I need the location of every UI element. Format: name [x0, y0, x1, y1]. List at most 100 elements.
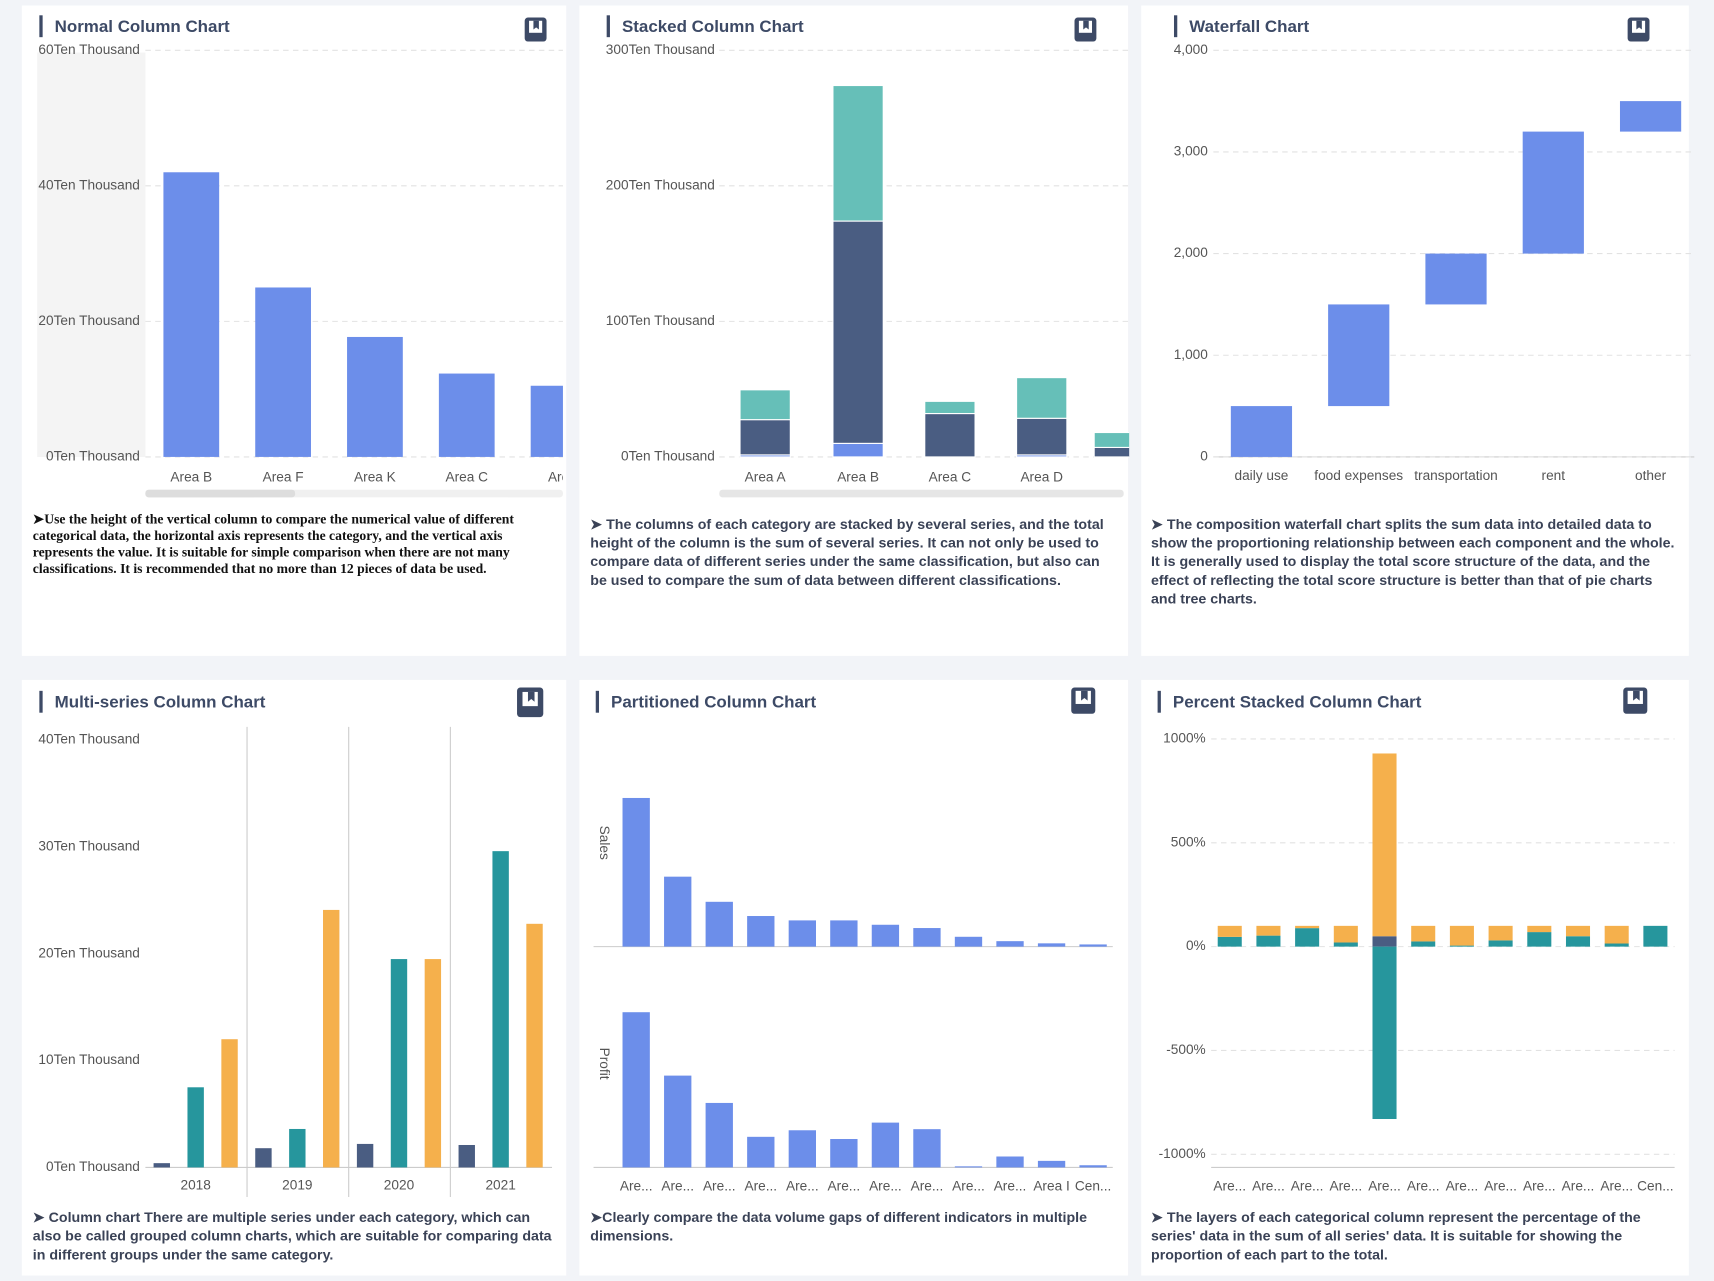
bar	[1449, 945, 1474, 947]
bar	[1093, 431, 1130, 448]
bar	[153, 1163, 170, 1168]
bookmark-icon[interactable]	[1074, 17, 1097, 42]
y-tick-label: 500%	[1171, 834, 1206, 849]
x-tick-label: Are...	[1562, 1179, 1595, 1194]
x-tick-label: rent	[1542, 468, 1566, 483]
bar	[1619, 101, 1682, 132]
bar	[1449, 925, 1474, 946]
x-tick-label: 2019	[282, 1178, 312, 1193]
bar	[705, 1102, 733, 1168]
bar	[705, 901, 733, 947]
scrollbar-thumb[interactable]	[145, 489, 296, 498]
x-tick-label: Are...	[1407, 1179, 1440, 1194]
x-tick-label: food expenses	[1314, 468, 1403, 483]
bar	[1333, 942, 1358, 947]
bar	[1016, 377, 1068, 419]
y-tick-label: 100Ten Thousand	[606, 313, 715, 328]
bar	[924, 412, 976, 458]
x-tick-label: Cen...	[1075, 1179, 1111, 1194]
x-tick-label: Are...	[661, 1179, 694, 1194]
x-tick-label: Are...	[1600, 1179, 1633, 1194]
title-marker	[595, 690, 600, 713]
y-tick-label: 40Ten Thousand	[38, 732, 140, 747]
panel	[579, 679, 1129, 1276]
bar	[1604, 943, 1629, 947]
x-tick-label: Area F	[263, 469, 304, 484]
bar	[832, 442, 884, 458]
bar	[1333, 925, 1358, 943]
y-tick-label: 40Ten Thousand	[38, 177, 140, 192]
x-tick-label: Area I	[1033, 1179, 1069, 1194]
x-tick-label: Are...	[1291, 1179, 1324, 1194]
bar	[187, 1087, 204, 1168]
bar	[1411, 925, 1436, 942]
description: ➤ The composition waterfall chart splits…	[1151, 515, 1675, 607]
description: ➤ The columns of each category are stack…	[590, 515, 1104, 589]
bar	[788, 920, 816, 947]
bar	[347, 336, 403, 457]
bar	[871, 1122, 900, 1168]
bar	[1372, 946, 1397, 1120]
y-tick-label: 200Ten Thousand	[606, 177, 715, 192]
bar	[1527, 925, 1552, 933]
y-tick-label: 10Ten Thousand	[38, 1052, 140, 1067]
bar	[996, 941, 1024, 947]
scrollbar[interactable]	[719, 489, 1124, 498]
description: ➤Clearly compare the data volume gaps of…	[590, 1208, 1088, 1244]
x-tick-label: Are...	[1523, 1179, 1556, 1194]
x-tick-label: Are...	[828, 1179, 861, 1194]
x-tick-label: daily use	[1234, 468, 1288, 483]
bookmark-icon[interactable]	[517, 687, 544, 718]
y-tick-label: 0Ten Thousand	[46, 449, 140, 464]
bar	[1295, 925, 1320, 929]
chart-title: Stacked Column Chart	[622, 17, 804, 36]
panel	[1141, 679, 1689, 1276]
bookmark-icon[interactable]	[1623, 687, 1648, 714]
title-marker	[39, 15, 43, 38]
bar	[1016, 417, 1068, 456]
bookmark-icon[interactable]	[1627, 17, 1650, 42]
bookmark-icon[interactable]	[524, 17, 547, 42]
bar	[832, 220, 884, 444]
x-tick-label: Are...	[1252, 1179, 1285, 1194]
bar	[1093, 446, 1130, 458]
x-tick-label: Are...	[703, 1179, 736, 1194]
y-tick-label: 1,000	[1174, 347, 1209, 362]
y-tick-label: 3,000	[1174, 144, 1209, 159]
panels	[21, 5, 1689, 1276]
y-tick-label: 2,000	[1174, 245, 1209, 260]
title-markers	[39, 15, 1178, 713]
bar	[526, 923, 543, 1168]
bar	[1411, 941, 1436, 947]
bar	[492, 851, 509, 1168]
y-tick-label: 300Ten Thousand	[606, 42, 715, 57]
chart-title: Partitioned Column Chart	[611, 692, 816, 711]
series-label: Profit	[597, 1048, 612, 1080]
bar	[530, 385, 563, 457]
x-tick-label: Area C	[445, 469, 488, 484]
description: ➤Use the height of the vertical column t…	[32, 511, 514, 577]
bar	[1037, 1160, 1066, 1168]
x-tick-label: Are	[548, 469, 569, 484]
y-tick-label: 0%	[1186, 938, 1206, 953]
bar	[163, 172, 220, 457]
bar	[924, 400, 976, 415]
bar	[913, 1129, 941, 1168]
bar	[1527, 932, 1552, 947]
x-tick-label: Are...	[1368, 1179, 1401, 1194]
bar	[913, 928, 941, 947]
bookmark-icon[interactable]	[1071, 687, 1096, 714]
bar	[1604, 925, 1629, 944]
y-tick-label: 20Ten Thousand	[38, 945, 140, 960]
x-tick-label: Are...	[1213, 1179, 1246, 1194]
bar	[830, 1139, 858, 1168]
description: ➤ The layers of each categorical column …	[1151, 1208, 1641, 1263]
bar	[788, 1130, 816, 1168]
bar	[747, 1136, 775, 1168]
chart-title: Normal Column Chart	[55, 17, 230, 36]
x-tick-label: Are...	[994, 1179, 1027, 1194]
bar	[739, 419, 791, 456]
bar	[255, 1148, 272, 1168]
x-tick-label: 2018	[180, 1178, 210, 1193]
